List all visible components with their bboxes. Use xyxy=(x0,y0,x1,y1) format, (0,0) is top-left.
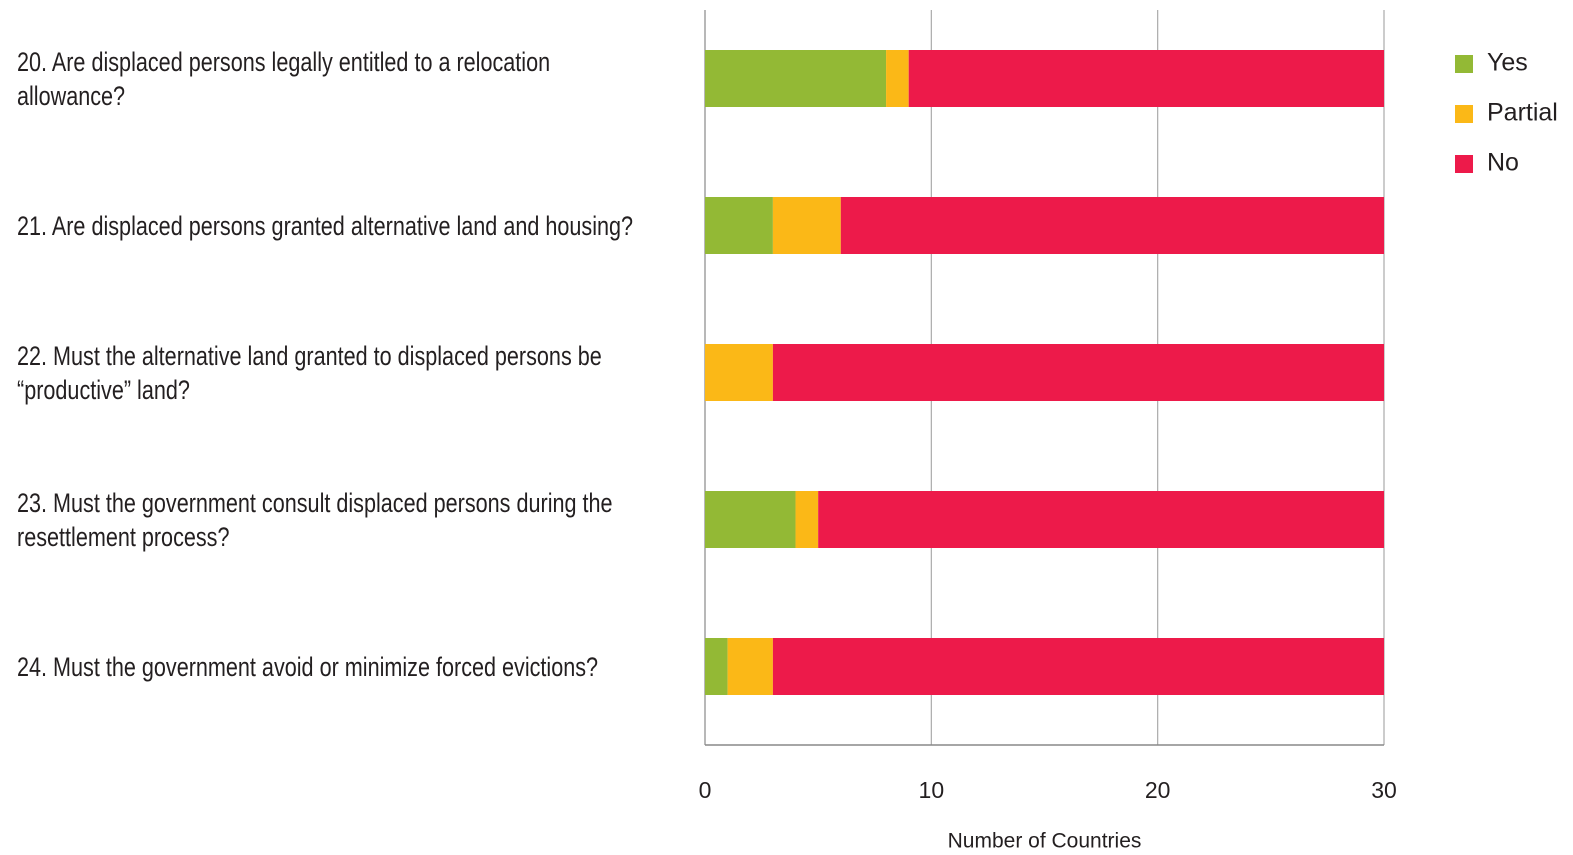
bar-segment xyxy=(727,638,773,695)
category-label: 23. Must the government consult displace… xyxy=(17,487,613,552)
legend-label: Partial xyxy=(1487,99,1558,127)
legend-swatch xyxy=(1455,55,1473,73)
category-label: 22. Must the alternative land granted to… xyxy=(17,340,602,405)
legend-label: No xyxy=(1487,149,1519,177)
x-tick-label: 10 xyxy=(919,777,945,803)
bar-segment xyxy=(772,197,841,254)
x-tick-label: 20 xyxy=(1145,777,1171,803)
bar-segment xyxy=(705,491,796,548)
bar-segment xyxy=(772,638,1384,695)
x-tick-label: 30 xyxy=(1371,777,1397,803)
bar-segment xyxy=(818,491,1384,548)
bar-segment xyxy=(795,491,819,548)
legend-label: Yes xyxy=(1487,49,1528,77)
category-label: 21. Are displaced persons granted altern… xyxy=(17,210,634,241)
category-label: 20. Are displaced persons legally entitl… xyxy=(17,46,551,111)
legend-swatch xyxy=(1455,105,1473,123)
bar-segment xyxy=(705,344,773,401)
bar-segment xyxy=(886,50,909,107)
bar-segment xyxy=(908,50,1384,107)
bar-segment xyxy=(772,344,1384,401)
category-label: 24. Must the government avoid or minimiz… xyxy=(17,651,599,682)
x-tick-label: 0 xyxy=(699,777,712,803)
bar-segment xyxy=(705,638,728,695)
bar-segment xyxy=(840,197,1384,254)
x-axis-label: Number of Countries xyxy=(948,830,1142,853)
bar-segment xyxy=(705,197,773,254)
bar-segment xyxy=(705,50,887,107)
legend-swatch xyxy=(1455,155,1473,173)
